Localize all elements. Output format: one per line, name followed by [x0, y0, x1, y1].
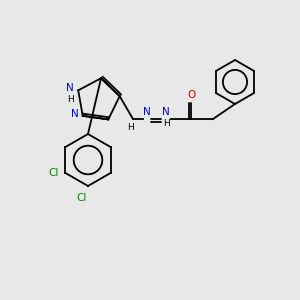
Text: N: N — [66, 83, 74, 93]
Text: Cl: Cl — [48, 168, 59, 178]
Text: O: O — [187, 90, 195, 100]
Text: N: N — [71, 109, 79, 119]
Text: Cl: Cl — [77, 193, 87, 203]
Text: N: N — [162, 107, 170, 117]
Text: H: H — [163, 119, 170, 128]
Text: H: H — [67, 95, 74, 104]
Text: N: N — [143, 107, 151, 117]
Text: H: H — [127, 122, 134, 131]
